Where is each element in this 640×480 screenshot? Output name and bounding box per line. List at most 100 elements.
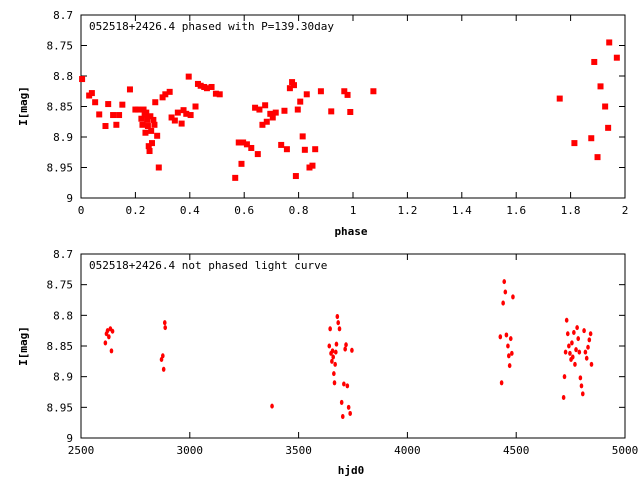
data-point xyxy=(161,366,166,372)
data-point xyxy=(328,108,335,115)
data-point xyxy=(504,332,509,338)
unphased-y-tick-label: 8.9 xyxy=(53,371,73,384)
phased-plot-xlabel: phase xyxy=(334,225,367,238)
data-point xyxy=(597,83,604,90)
data-point xyxy=(502,279,507,285)
data-point xyxy=(105,328,110,334)
data-point xyxy=(283,146,290,153)
data-point xyxy=(142,129,149,136)
data-point xyxy=(571,140,578,147)
data-point xyxy=(174,109,181,116)
data-point xyxy=(574,347,578,353)
unphased-y-tick-label: 8.75 xyxy=(47,279,74,292)
data-point xyxy=(332,380,337,386)
data-point xyxy=(606,39,613,46)
data-point xyxy=(331,354,335,360)
phased-x-tick-label: 1.4 xyxy=(452,204,472,217)
phased-y-tick-label: 8.95 xyxy=(47,162,74,175)
data-point xyxy=(139,121,146,128)
data-point xyxy=(162,320,167,326)
phased-y-tick-label: 8.8 xyxy=(53,70,73,83)
phased-plot-ylabel: I[mag] xyxy=(17,86,30,126)
data-point xyxy=(185,73,192,80)
data-point xyxy=(579,383,584,389)
data-point xyxy=(370,88,377,95)
data-point xyxy=(150,116,157,123)
data-point xyxy=(92,99,99,106)
data-point xyxy=(252,104,259,111)
data-point xyxy=(336,320,341,326)
data-point xyxy=(297,98,304,105)
data-point xyxy=(267,110,274,117)
phased-x-tick-label: 0 xyxy=(78,204,85,217)
data-point xyxy=(212,90,219,97)
data-point xyxy=(294,106,301,113)
data-point xyxy=(613,54,620,61)
unphased-plot-points xyxy=(103,279,594,420)
phased-y-tick-label: 8.9 xyxy=(53,131,73,144)
data-point xyxy=(334,341,339,347)
data-point xyxy=(262,102,269,109)
data-point xyxy=(334,349,338,355)
data-point xyxy=(292,173,299,180)
data-point xyxy=(113,121,120,128)
unphased-plot-ylabel: I[mag] xyxy=(17,326,30,366)
phased-x-tick-label: 0.8 xyxy=(289,204,309,217)
data-point xyxy=(152,99,159,106)
data-point xyxy=(498,334,503,340)
data-point xyxy=(208,83,215,90)
unphased-plot-frame xyxy=(80,253,626,439)
data-point xyxy=(151,121,158,128)
data-point xyxy=(507,363,512,369)
data-point xyxy=(270,403,274,409)
data-point xyxy=(507,353,511,359)
phased-y-tick-label: 8.85 xyxy=(47,101,74,114)
data-point xyxy=(256,106,263,113)
data-point xyxy=(102,123,109,130)
data-point xyxy=(343,346,347,352)
data-point xyxy=(587,337,592,343)
data-point xyxy=(588,135,595,142)
data-point xyxy=(232,174,239,181)
data-point xyxy=(140,106,147,113)
data-point xyxy=(272,109,279,116)
data-point xyxy=(161,353,165,359)
data-point xyxy=(146,148,153,155)
data-point xyxy=(143,109,150,116)
data-point xyxy=(235,139,242,146)
data-point xyxy=(508,336,513,342)
data-point xyxy=(501,300,505,306)
data-point xyxy=(335,314,340,320)
data-point xyxy=(263,118,270,125)
data-point xyxy=(583,349,588,355)
data-point xyxy=(350,347,354,353)
data-point xyxy=(556,95,563,102)
data-point xyxy=(348,410,352,416)
unphased-plot-ticks: 2500 3000 3500 4000 4500 5000 8.7 8.75 8.8 8.85 8.… xyxy=(47,248,639,457)
data-point xyxy=(563,349,568,355)
data-point xyxy=(317,88,324,95)
unphased-y-tick-label: 8.8 xyxy=(53,309,73,322)
unphased-x-tick-label: 3000 xyxy=(177,444,204,457)
data-point xyxy=(166,88,173,95)
data-point xyxy=(602,103,609,110)
data-point xyxy=(168,114,175,121)
data-point xyxy=(570,354,575,360)
data-point xyxy=(341,88,348,95)
data-point xyxy=(299,133,306,140)
data-point xyxy=(511,294,515,300)
data-point xyxy=(144,116,151,123)
data-point xyxy=(342,381,346,387)
data-point xyxy=(163,325,168,331)
data-point xyxy=(126,86,133,93)
data-point xyxy=(259,121,266,128)
phased-x-tick-label: 0.4 xyxy=(180,204,200,217)
data-point xyxy=(330,348,335,354)
data-point xyxy=(345,383,350,389)
unphased-y-tick-label: 8.85 xyxy=(47,340,74,353)
unphased-x-tick-label: 2500 xyxy=(68,444,95,457)
data-point xyxy=(346,404,351,410)
data-point xyxy=(278,141,285,148)
data-point xyxy=(332,371,336,377)
